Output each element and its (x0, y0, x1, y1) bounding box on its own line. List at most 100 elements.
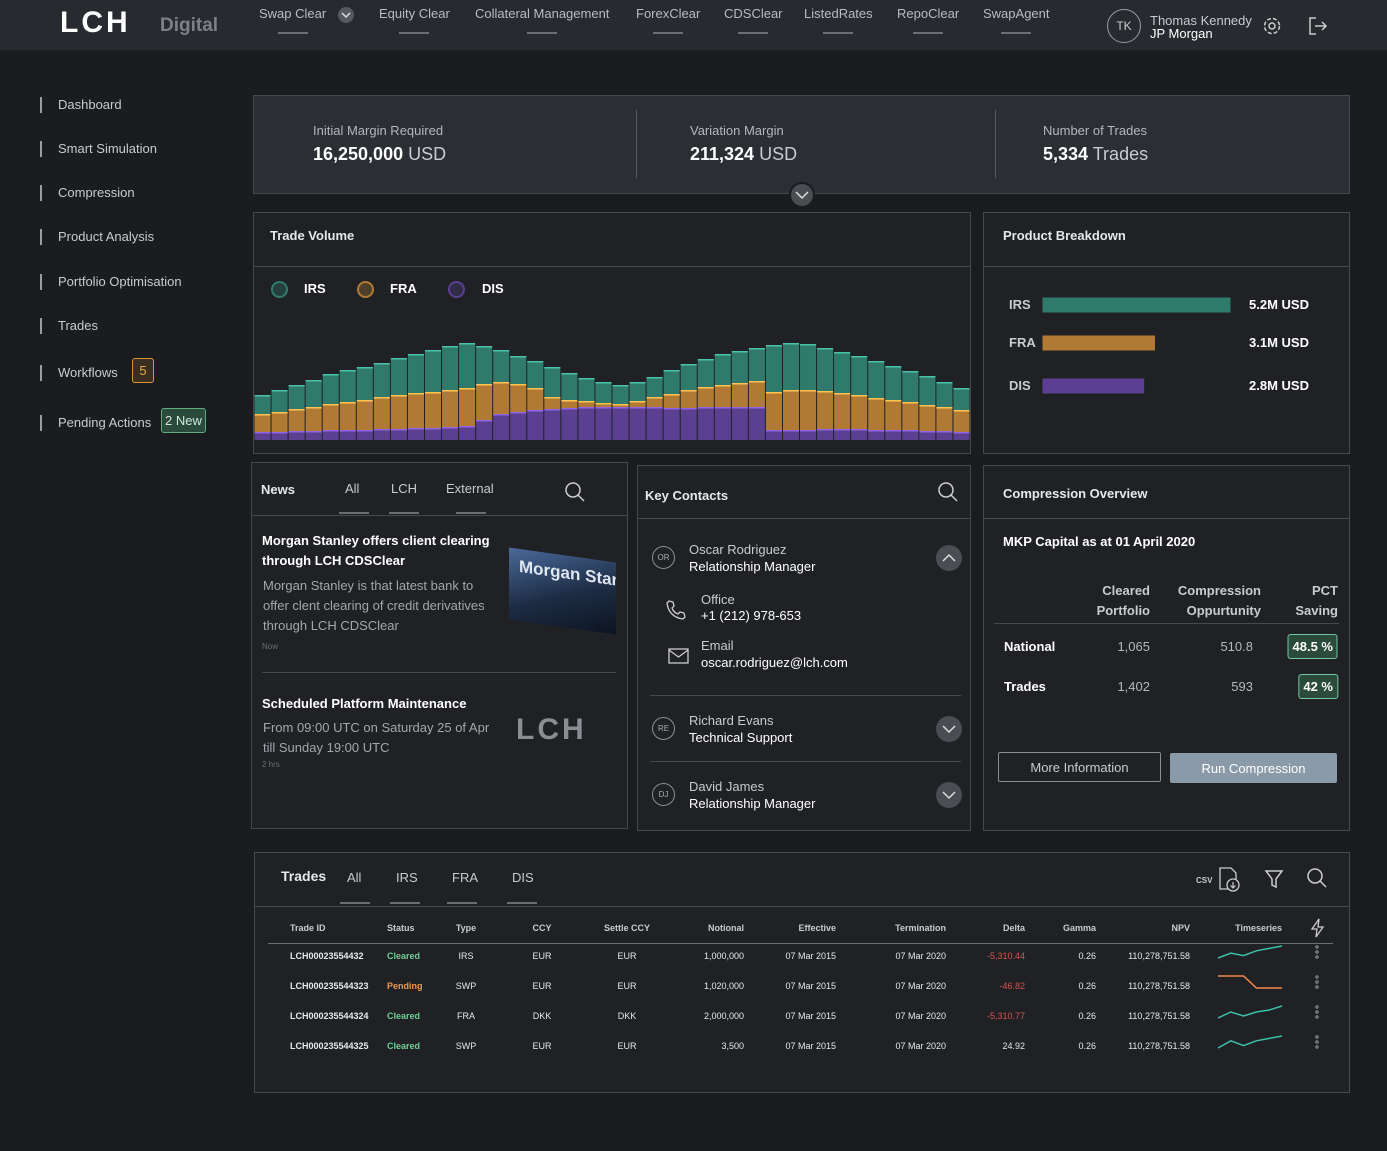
value: 5,334 (1043, 144, 1089, 164)
avatar[interactable]: TK (1107, 9, 1141, 43)
nav-item[interactable]: SwapAgent (983, 6, 1050, 34)
tab[interactable]: FRA (452, 870, 478, 885)
tab[interactable]: All (347, 870, 362, 885)
divider (252, 515, 627, 516)
bar-edge (510, 384, 527, 386)
bar-segment (254, 414, 271, 432)
sidebar-item[interactable]: Compression (58, 185, 135, 200)
bar-edge (493, 350, 510, 352)
news-headline[interactable]: Morgan Stanley offers client clearing th… (262, 533, 490, 568)
row-label: National (1004, 639, 1056, 654)
expand-icon[interactable] (788, 181, 816, 209)
dot (1315, 1035, 1319, 1039)
bar-segment (629, 382, 646, 401)
bar-edge (407, 354, 424, 356)
bar-edge (373, 429, 390, 431)
bar-edge (527, 361, 544, 363)
sidebar-item[interactable]: Trades (58, 318, 98, 333)
logout-icon[interactable] (1308, 16, 1328, 36)
button[interactable]: Run Compression (1170, 753, 1337, 783)
cell: 110,278,751.58 (1128, 981, 1190, 991)
bar-segment (817, 429, 834, 440)
cell: -5,310.44 (986, 951, 1025, 961)
expand-icon[interactable] (935, 781, 963, 809)
bar-segment (510, 412, 527, 440)
cell: 07 Mar 2015 (785, 981, 836, 991)
bar-segment (305, 431, 322, 440)
bar-segment (782, 390, 800, 430)
bar-segment (663, 408, 680, 440)
search-icon[interactable] (565, 482, 585, 502)
bar-edge (527, 388, 544, 390)
tab[interactable]: DIS (512, 870, 534, 885)
sidebar-item[interactable]: Smart Simulation (58, 141, 157, 156)
nav-item[interactable]: RepoClear (897, 6, 959, 34)
sidebar-item[interactable]: Pending Actions (58, 415, 152, 430)
bar-edge (680, 390, 697, 392)
nav-item[interactable]: Swap Clear (259, 6, 326, 34)
nav-item[interactable]: Equity Clear (379, 6, 450, 34)
bar-segment (510, 384, 527, 412)
csv-label[interactable]: CSV (1196, 876, 1213, 885)
news-headline[interactable]: Scheduled Platform Maintenance (262, 696, 467, 711)
tab[interactable]: All (345, 481, 360, 496)
bar-edge (919, 431, 936, 433)
bar-edge (578, 378, 595, 380)
nav-item[interactable]: ListedRates (804, 6, 873, 34)
bar-segment (646, 407, 663, 440)
tab[interactable]: External (446, 481, 494, 496)
news-panel (251, 462, 628, 829)
nav-label: Equity Clear (379, 6, 450, 21)
summary-label: Number of Trades (1043, 123, 1148, 138)
bar-segment (953, 432, 970, 440)
bar-edge (510, 356, 527, 358)
summary-value: 5,334 Trades (1043, 144, 1148, 165)
bar-edge (868, 430, 885, 432)
tab[interactable]: LCH (391, 481, 418, 496)
csv-download-icon[interactable] (1218, 866, 1242, 892)
panel-title: Trades (281, 868, 327, 884)
cell: EUR (532, 981, 552, 991)
cell: Cleared (387, 1011, 421, 1021)
nav-item[interactable]: ForexClear (636, 6, 700, 34)
bar-edge (339, 402, 356, 404)
bar-segment (407, 354, 424, 393)
sidebar-item[interactable]: Dashboard (58, 97, 122, 112)
filter-icon[interactable] (1264, 869, 1284, 889)
bar-segment (885, 430, 902, 440)
search-icon[interactable] (1307, 868, 1327, 888)
bar-edge (493, 414, 510, 416)
sidebar-item[interactable]: Workflows (58, 365, 118, 380)
settings-icon[interactable] (1262, 16, 1282, 36)
bar-segment (339, 402, 356, 430)
badge: 5 (132, 358, 154, 383)
bar-segment (782, 343, 800, 390)
contact-role: Technical Support (689, 730, 793, 745)
chevron-icon[interactable] (337, 6, 355, 24)
bar-segment (544, 397, 561, 409)
button[interactable]: More Information (998, 752, 1161, 782)
nav-item[interactable]: Collateral Management (475, 6, 609, 34)
search-icon[interactable] (938, 482, 958, 502)
bar-segment (442, 390, 459, 427)
panel-title: Product Breakdown (1003, 228, 1126, 243)
bar-edge (953, 432, 970, 434)
bar-segment (612, 385, 629, 404)
bar-edge (629, 382, 646, 384)
expand-icon[interactable] (935, 715, 963, 743)
sidebar-item[interactable]: Portfolio Optimisation (58, 274, 182, 289)
bolt-icon[interactable] (1309, 918, 1327, 938)
bar-edge (629, 401, 646, 403)
collapse-icon[interactable] (935, 544, 963, 572)
bar-edge (629, 407, 646, 409)
bar-segment (902, 371, 919, 402)
tab[interactable]: IRS (396, 870, 418, 885)
sidebar-item[interactable]: Product Analysis (58, 229, 155, 244)
divider (638, 518, 970, 519)
field-value[interactable]: oscar.rodriguez@lch.com (701, 655, 848, 670)
cell: 07 Mar 2015 (785, 1041, 836, 1051)
cell: DKK (532, 1011, 552, 1021)
dot (1315, 1010, 1319, 1014)
nav-item[interactable]: CDSClear (724, 6, 783, 34)
